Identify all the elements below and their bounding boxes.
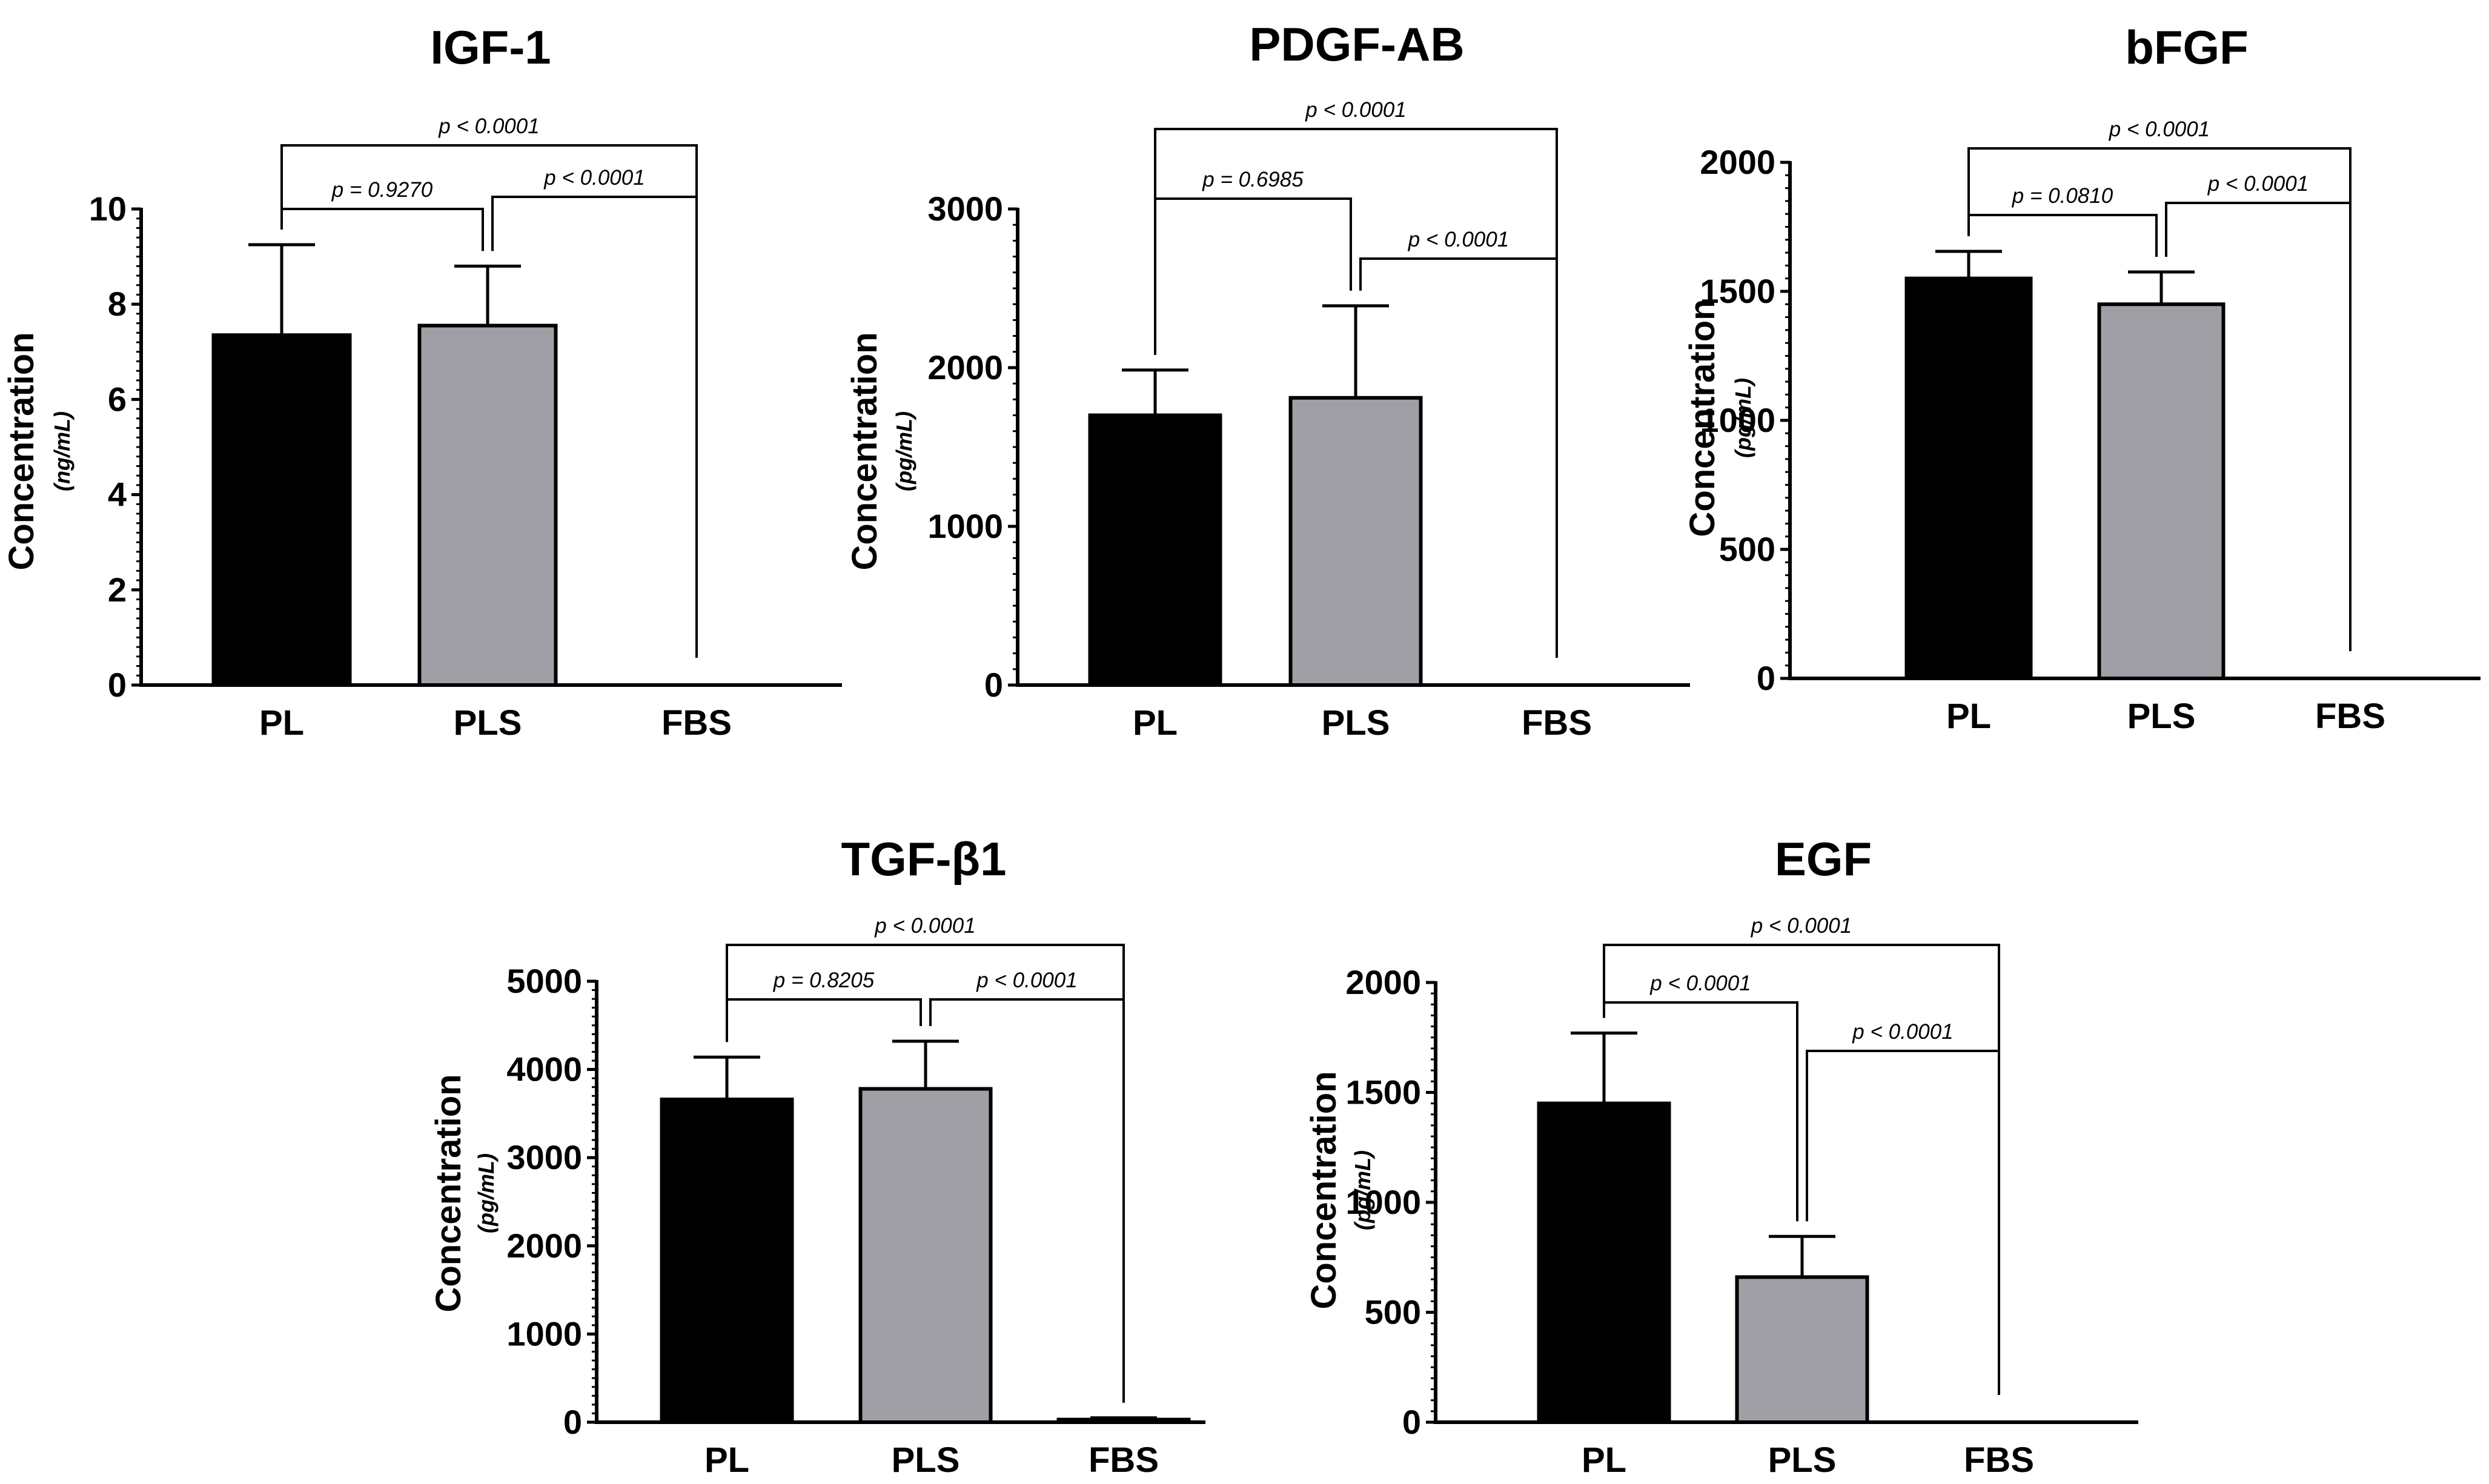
- chart-pdgf-ab: PDGF-AB Concentration (pg/mL) 0 1000 2000 3000…: [845, 18, 1690, 743]
- x-tick-label: PL: [1582, 1440, 1626, 1480]
- chart-tgf-1: TGF-β1 Concentration (pg/mL) 0 1000 2000 3000 4…: [429, 832, 1205, 1480]
- y-tick-label: 4000: [506, 1050, 582, 1088]
- y-tick-label: 6: [108, 380, 127, 418]
- chart-title: PDGF-AB: [1249, 18, 1464, 71]
- y-tick-label: 1000: [1700, 401, 1775, 439]
- bar-pl: [1904, 276, 2033, 680]
- y-tick-label: 4: [108, 475, 127, 514]
- bracket-pl-fbs: [280, 144, 698, 658]
- y-tick-label: 1000: [1345, 1183, 1421, 1221]
- y-tick-label: 0: [1757, 659, 1775, 697]
- y-tick-label: 3000: [927, 190, 1003, 228]
- bar-pls: [858, 1087, 993, 1424]
- x-tick-label: PL: [704, 1440, 749, 1480]
- x-tick-label: PL: [259, 703, 304, 743]
- y-tick-label: 500: [1365, 1293, 1421, 1331]
- x-tick-label: FBS: [1964, 1440, 2034, 1480]
- x-tick-label: PLS: [892, 1440, 960, 1480]
- bracket-pl-pls: [726, 998, 922, 1042]
- y-tick-label: 2: [108, 571, 127, 609]
- y-tick-label: 500: [1719, 530, 1775, 568]
- y-tick-label: 1000: [927, 507, 1003, 545]
- y-tick-label: 8: [108, 285, 127, 323]
- chart-bfgf: bFGF Concentration (pg/mL) 0 500 1000 1500 2000…: [1683, 21, 2481, 736]
- p-value-label: p < 0.0001: [1751, 914, 1852, 938]
- bar-pl: [211, 333, 352, 687]
- y-axis-label: Concentration: [1683, 299, 1722, 537]
- y-tick-label: 1500: [1700, 272, 1775, 310]
- y-axis-unit: (pg/mL): [892, 411, 916, 491]
- p-value-label: p < 0.0001: [1408, 228, 1509, 251]
- y-tick-label: 0: [1402, 1403, 1421, 1441]
- y-tick-label: 0: [108, 666, 127, 704]
- y-tick-label: 2000: [506, 1227, 582, 1265]
- y-tick-label: 1500: [1345, 1073, 1421, 1111]
- bar-pl: [1088, 413, 1222, 687]
- y-axis-unit: (ng/mL): [50, 411, 75, 491]
- p-value-label: p < 0.0001: [874, 914, 975, 938]
- p-value-label: p < 0.0001: [1852, 1020, 1953, 1044]
- y-tick-label: 10: [89, 190, 127, 228]
- chart-title: IGF-1: [430, 21, 551, 74]
- p-value-label: p = 0.0810: [2012, 184, 2113, 208]
- bracket-pl-fbs: [1603, 944, 2000, 1395]
- p-value-label: p < 0.0001: [438, 114, 539, 138]
- y-tick-label: 1000: [506, 1314, 582, 1353]
- p-value-label: p = 0.9270: [331, 178, 433, 202]
- chart-title: EGF: [1775, 832, 1872, 886]
- y-tick-label: 3000: [506, 1138, 582, 1176]
- y-axis-label: Concentration: [1304, 1071, 1344, 1309]
- y-axis-unit: (pg/mL): [1350, 1150, 1375, 1230]
- x-tick-label: FBS: [1089, 1440, 1159, 1480]
- y-axis-label: Concentration: [429, 1074, 468, 1312]
- bar-pl: [660, 1098, 794, 1424]
- x-tick-label: PLS: [1322, 703, 1390, 743]
- y-tick-label: 2000: [1700, 143, 1775, 181]
- bracket-pl-fbs: [1154, 128, 1558, 658]
- x-tick-label: PL: [1133, 703, 1178, 743]
- bar-pls: [417, 323, 558, 687]
- bar-pls: [1735, 1275, 1869, 1424]
- y-tick-label: 2000: [927, 348, 1003, 386]
- chart-egf: EGF Concentration (pg/mL) 0 500 1000 1500 2000 P…: [1304, 832, 2138, 1480]
- p-value-label: p = 0.8205: [773, 969, 875, 992]
- x-tick-label: FBS: [1522, 703, 1592, 743]
- x-tick-label: PLS: [2127, 697, 2196, 736]
- y-tick-label: 0: [984, 666, 1003, 704]
- y-tick-label: 0: [563, 1403, 582, 1441]
- chart-title: TGF-β1: [841, 832, 1007, 886]
- p-value-label: p < 0.0001: [2207, 172, 2308, 196]
- bracket-pl-fbs: [726, 944, 1125, 1403]
- x-tick-label: FBS: [2315, 697, 2385, 736]
- y-axis-unit: (pg/mL): [1731, 378, 1755, 458]
- y-tick-label: 2000: [1345, 963, 1421, 1001]
- p-value-label: p = 0.6985: [1202, 168, 1304, 191]
- p-value-label: p < 0.0001: [2109, 118, 2210, 141]
- p-value-label: p < 0.0001: [1649, 972, 1751, 995]
- y-tick-label: 5000: [506, 962, 582, 1000]
- bar-fbs: [1056, 1417, 1191, 1425]
- bar-pls: [1288, 396, 1423, 687]
- bar-pl: [1537, 1101, 1671, 1424]
- bar-pls: [2097, 302, 2226, 680]
- x-tick-label: PL: [1946, 697, 1991, 736]
- bracket-pl-fbs: [1967, 147, 2351, 651]
- y-axis-label: Concentration: [2, 332, 41, 570]
- p-value-label: p < 0.0001: [976, 969, 1077, 992]
- bracket-pl-pls: [1154, 197, 1352, 355]
- x-tick-label: PLS: [1768, 1440, 1837, 1480]
- p-value-label: p < 0.0001: [1305, 98, 1406, 122]
- chart-title: bFGF: [2125, 21, 2249, 74]
- y-axis-unit: (pg/mL): [474, 1153, 499, 1233]
- chart-igf-1: IGF-1 Concentration (ng/mL) 0 2 4 6 8 10 PL PLS FBS…: [2, 21, 842, 743]
- x-tick-label: PLS: [454, 703, 522, 743]
- x-tick-label: FBS: [661, 703, 732, 743]
- y-axis-label: Concentration: [845, 332, 884, 570]
- p-value-label: p < 0.0001: [543, 166, 645, 190]
